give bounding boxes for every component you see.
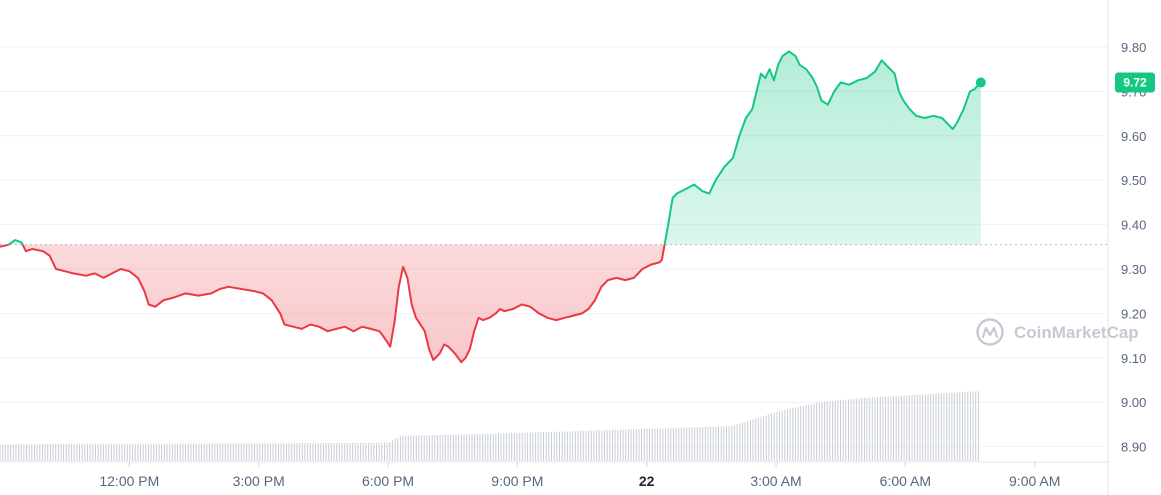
y-tick-label: 9.00: [1121, 395, 1146, 410]
current-price-marker: 9.72: [975, 72, 1155, 93]
y-tick-label: 9.40: [1121, 218, 1146, 233]
volume-bars: [0, 391, 979, 461]
current-price-label: 9.72: [1123, 76, 1147, 90]
price-lines: [0, 50, 982, 364]
current-price-badge: [1115, 72, 1155, 93]
y-tick-label: 8.90: [1121, 440, 1146, 455]
x-tick-label: 3:00 AM: [750, 473, 801, 489]
x-tick-label: 9:00 PM: [491, 473, 543, 489]
x-tick-label: 3:00 PM: [233, 473, 285, 489]
x-axis-ticks: 12:00 PM 3:00 PM 6:00 PM 9:00 PM 22 3:00 AM 6:…: [99, 462, 1060, 489]
price-line-down: [0, 244, 666, 364]
coinmarketcap-watermark: CoinMarketCap: [976, 318, 1139, 346]
y-tick-label: 9.30: [1121, 262, 1146, 277]
y-tick-label: 9.60: [1121, 129, 1146, 144]
coinmarketcap-logo-icon: [976, 318, 1004, 346]
watermark-text: CoinMarketCap: [1014, 323, 1139, 342]
area-fill-down: [0, 244, 981, 363]
area-fill-up: [8, 51, 981, 245]
y-tick-label: 9.50: [1121, 173, 1146, 188]
y-tick-label: 9.80: [1121, 40, 1146, 55]
x-tick-label: 12:00 PM: [99, 473, 159, 489]
x-tick-label: 6:00 AM: [880, 473, 931, 489]
x-tick-label: 9:00 AM: [1009, 473, 1060, 489]
x-tick-label: 6:00 PM: [362, 473, 414, 489]
y-tick-label: 9.10: [1121, 351, 1146, 366]
current-price-dot: [975, 77, 986, 88]
price-area-fills: [0, 51, 981, 363]
y-tick-label: 9.20: [1121, 306, 1146, 321]
y-axis-ticks: 9.809.709.609.509.409.309.209.109.008.90: [1121, 40, 1146, 455]
price-line-up: [4, 50, 982, 245]
x-tick-label: 22: [639, 473, 655, 489]
